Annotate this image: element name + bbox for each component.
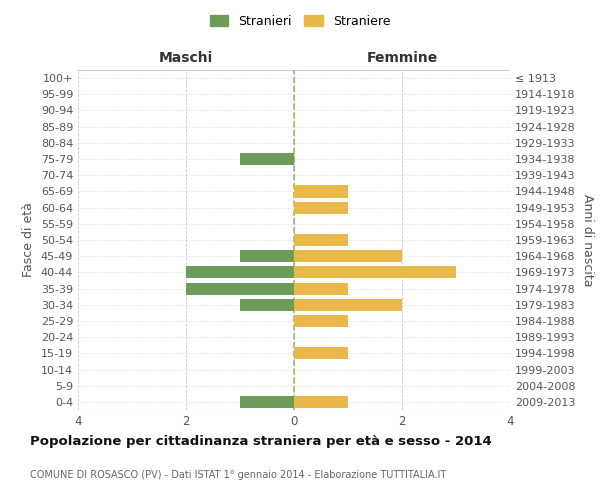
Bar	[294, 298, 402, 311]
Text: Maschi: Maschi	[159, 51, 213, 65]
Bar	[294, 186, 348, 198]
Bar	[240, 153, 294, 165]
Bar	[294, 250, 402, 262]
Bar	[294, 348, 348, 360]
Bar	[294, 315, 348, 327]
Bar	[294, 266, 456, 278]
Y-axis label: Anni di nascita: Anni di nascita	[581, 194, 594, 286]
Bar	[294, 202, 348, 213]
Text: Popolazione per cittadinanza straniera per età e sesso - 2014: Popolazione per cittadinanza straniera p…	[30, 435, 492, 448]
Text: COMUNE DI ROSASCO (PV) - Dati ISTAT 1° gennaio 2014 - Elaborazione TUTTITALIA.IT: COMUNE DI ROSASCO (PV) - Dati ISTAT 1° g…	[30, 470, 446, 480]
Text: Femmine: Femmine	[367, 51, 437, 65]
Bar	[240, 298, 294, 311]
Legend: Stranieri, Straniere: Stranieri, Straniere	[206, 11, 394, 32]
Bar	[186, 266, 294, 278]
Bar	[240, 396, 294, 408]
Bar	[294, 282, 348, 294]
Y-axis label: Fasce di età: Fasce di età	[22, 202, 35, 278]
Bar	[186, 282, 294, 294]
Bar	[240, 250, 294, 262]
Bar	[294, 234, 348, 246]
Bar	[294, 396, 348, 408]
